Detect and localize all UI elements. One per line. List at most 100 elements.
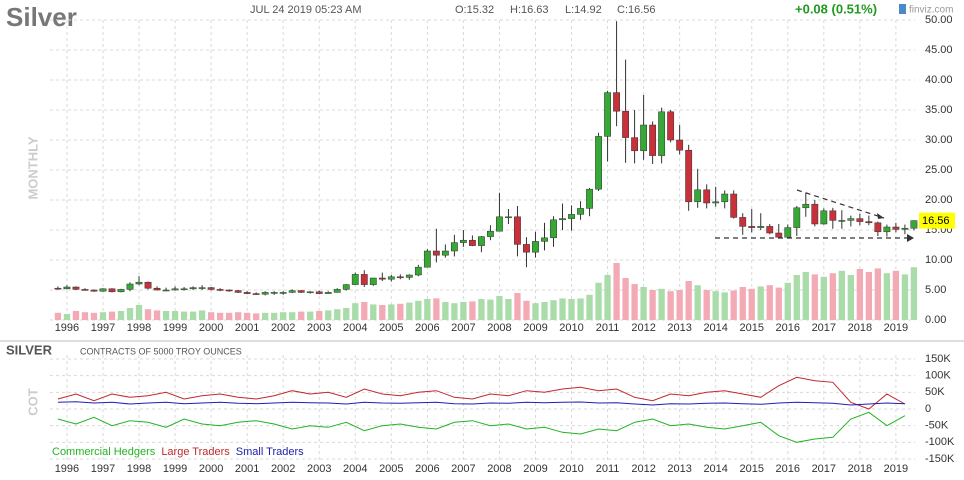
- volume-bar: [316, 311, 323, 320]
- volume-bar: [198, 310, 206, 320]
- arrow-head: [877, 213, 884, 219]
- x-tick-label: 2008: [487, 322, 511, 334]
- volume-bar: [883, 273, 891, 320]
- x-tick-label: 2017: [812, 463, 836, 475]
- candle-body: [459, 239, 467, 243]
- candle-body: [225, 289, 233, 292]
- candle-body: [550, 219, 557, 239]
- volume-bar: [712, 291, 719, 320]
- candle-body: [90, 289, 98, 292]
- volume-bar: [262, 312, 269, 320]
- volume-bar: [253, 313, 260, 320]
- series-line: [57, 376, 906, 410]
- legend-label: Small Traders: [236, 446, 304, 458]
- x-tick-label: 2006: [415, 322, 439, 334]
- y-tick-label: -50K: [925, 420, 949, 432]
- legend-label: Large Traders: [161, 446, 230, 458]
- candle-body: [378, 277, 386, 280]
- candle-body: [63, 286, 71, 290]
- volume-bar: [397, 303, 404, 320]
- volume-bar: [451, 303, 458, 320]
- brand: finviz.com: [909, 5, 953, 16]
- candle-body: [757, 226, 765, 228]
- x-tick-label: 1996: [55, 322, 79, 334]
- candle-body: [568, 214, 575, 219]
- volume-bar: [433, 298, 440, 320]
- volume-bar: [442, 302, 449, 320]
- y-tick-label: 25.00: [925, 164, 953, 176]
- volume-bar: [856, 269, 864, 320]
- candle-body: [252, 293, 260, 295]
- candle-body: [703, 189, 711, 204]
- candle-body: [180, 288, 188, 291]
- candle-body: [802, 203, 810, 209]
- candle-body: [730, 193, 738, 218]
- volume-bar: [144, 309, 152, 320]
- x-tick-label: 2004: [343, 322, 367, 334]
- high-label: H:16.63: [510, 4, 549, 16]
- volume-bar: [72, 311, 80, 320]
- volume-bar: [370, 304, 377, 320]
- candle-body: [676, 139, 684, 151]
- volume-bar: [406, 302, 413, 320]
- candle-body: [649, 124, 657, 156]
- legend-label: Commercial Hedgers: [52, 446, 156, 458]
- volume-bar: [343, 308, 350, 320]
- candle-body: [685, 149, 693, 203]
- candle-body: [559, 218, 566, 221]
- y-tick-label: 20.00: [925, 194, 953, 206]
- volume-bar: [865, 272, 873, 320]
- volume-bar: [171, 311, 179, 320]
- x-tick-label: 2005: [379, 463, 403, 475]
- volume-bar: [487, 299, 494, 320]
- candle-body: [72, 286, 80, 290]
- x-tick-label: 2014: [703, 463, 727, 475]
- candle-body: [487, 230, 494, 237]
- candle-body: [793, 207, 801, 228]
- volume-bar: [225, 312, 233, 320]
- low-label: L:14.92: [565, 4, 602, 16]
- volume-bar: [667, 291, 674, 320]
- x-tick-label: 1997: [91, 463, 115, 475]
- x-tick-label: 1999: [163, 463, 187, 475]
- candle-body: [243, 292, 251, 294]
- cot-title: SILVER: [6, 342, 53, 357]
- volume-bar: [505, 299, 512, 320]
- candle-body: [108, 288, 116, 293]
- y-tick-label: 50K: [925, 386, 945, 398]
- candle-body: [369, 277, 377, 285]
- x-tick-label: 1997: [91, 322, 115, 334]
- volume-bar: [847, 275, 854, 320]
- volume-bar: [126, 308, 134, 320]
- candle-body: [324, 292, 332, 294]
- volume-bar: [820, 276, 827, 320]
- candle-body: [171, 288, 179, 291]
- volume-bar: [99, 312, 107, 320]
- volume-bar: [766, 285, 773, 320]
- volume-bar: [784, 282, 791, 320]
- x-tick-label: 1996: [55, 463, 79, 475]
- volume-bar: [298, 311, 305, 320]
- x-tick-label: 2019: [884, 463, 908, 475]
- volume-bar: [541, 302, 548, 320]
- volume-bar: [90, 312, 98, 320]
- y-tick-label: 45.00: [925, 44, 953, 56]
- x-tick-label: 2005: [379, 322, 403, 334]
- candle-body: [405, 274, 413, 278]
- x-tick-label: 2009: [523, 463, 547, 475]
- volume-bar: [775, 287, 782, 320]
- volume-bar: [271, 312, 278, 320]
- candle-body: [883, 226, 891, 233]
- volume-bar: [532, 303, 539, 320]
- candle-body: [117, 289, 125, 293]
- x-tick-label: 2019: [884, 322, 908, 334]
- close-label: C:16.56: [617, 4, 656, 16]
- candle-body: [288, 290, 296, 293]
- volume-bar: [514, 293, 521, 320]
- volume-bar: [730, 290, 737, 320]
- volume-bar: [234, 312, 242, 320]
- candle-body: [892, 226, 900, 230]
- volume-bar: [613, 263, 620, 320]
- y-tick-label: 35.00: [925, 104, 953, 116]
- volume-bar: [874, 268, 882, 320]
